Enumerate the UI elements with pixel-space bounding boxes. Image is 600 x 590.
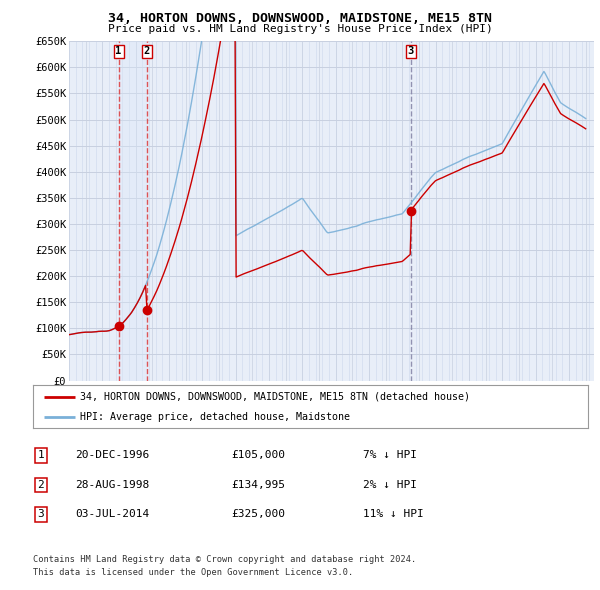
Text: 2% ↓ HPI: 2% ↓ HPI <box>363 480 417 490</box>
Text: 20-DEC-1996: 20-DEC-1996 <box>75 451 149 460</box>
Text: 34, HORTON DOWNS, DOWNSWOOD, MAIDSTONE, ME15 8TN (detached house): 34, HORTON DOWNS, DOWNSWOOD, MAIDSTONE, … <box>80 392 470 402</box>
Text: Price paid vs. HM Land Registry's House Price Index (HPI): Price paid vs. HM Land Registry's House … <box>107 24 493 34</box>
Text: 11% ↓ HPI: 11% ↓ HPI <box>363 510 424 519</box>
Text: 3: 3 <box>37 510 44 519</box>
Text: £105,000: £105,000 <box>231 451 285 460</box>
Text: 34, HORTON DOWNS, DOWNSWOOD, MAIDSTONE, ME15 8TN: 34, HORTON DOWNS, DOWNSWOOD, MAIDSTONE, … <box>108 12 492 25</box>
Text: This data is licensed under the Open Government Licence v3.0.: This data is licensed under the Open Gov… <box>33 568 353 576</box>
Text: £325,000: £325,000 <box>231 510 285 519</box>
Text: 2: 2 <box>37 480 44 490</box>
Text: 1: 1 <box>115 47 122 57</box>
Text: 2: 2 <box>143 47 150 57</box>
Text: 1: 1 <box>37 451 44 460</box>
Text: HPI: Average price, detached house, Maidstone: HPI: Average price, detached house, Maid… <box>80 412 350 422</box>
Text: £134,995: £134,995 <box>231 480 285 490</box>
Text: 28-AUG-1998: 28-AUG-1998 <box>75 480 149 490</box>
Text: Contains HM Land Registry data © Crown copyright and database right 2024.: Contains HM Land Registry data © Crown c… <box>33 555 416 563</box>
Text: 03-JUL-2014: 03-JUL-2014 <box>75 510 149 519</box>
Bar <box>119 41 146 381</box>
Text: 7% ↓ HPI: 7% ↓ HPI <box>363 451 417 460</box>
Text: 3: 3 <box>407 47 414 57</box>
